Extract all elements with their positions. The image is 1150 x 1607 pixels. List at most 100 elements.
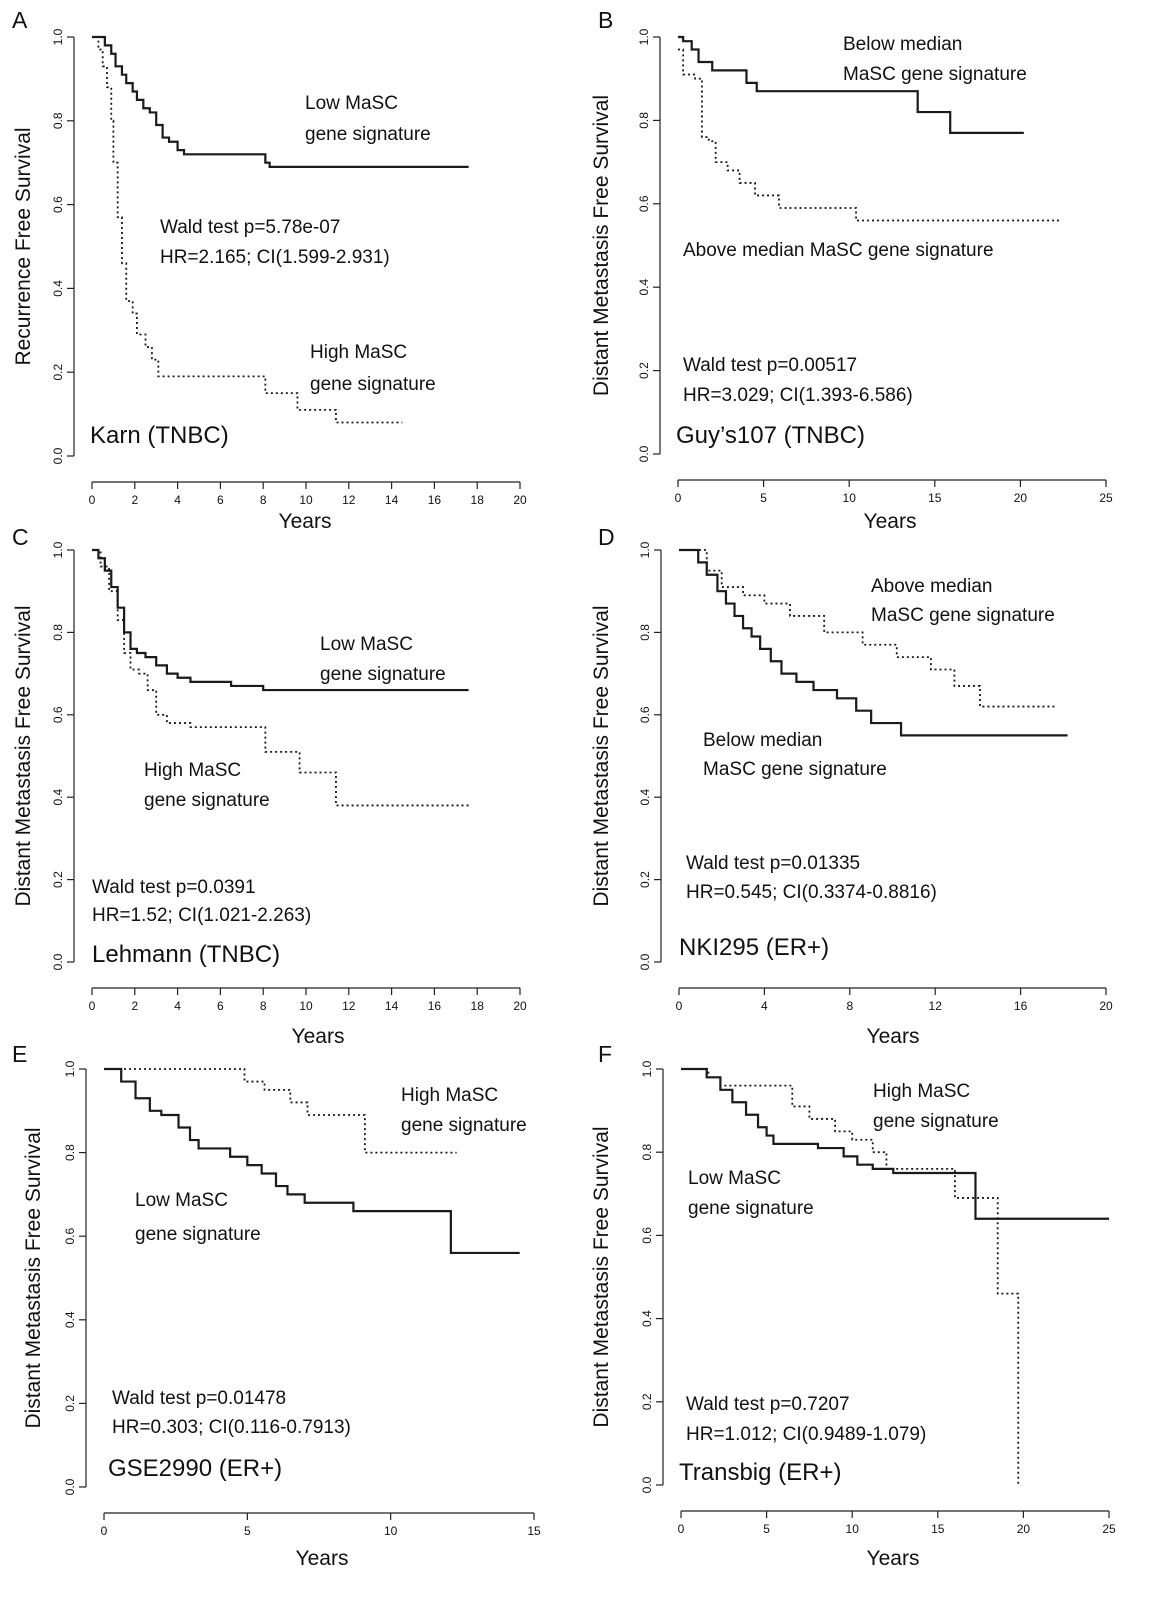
stat-annotation: Wald test p=0.01478 — [112, 1388, 286, 1409]
series-line — [92, 548, 469, 692]
y-tick-label: 0.6 — [637, 195, 651, 212]
y-tick-label: 0.6 — [640, 1227, 654, 1244]
y-tick-label: 0.0 — [640, 1476, 654, 1493]
panel-letter: F — [598, 1041, 612, 1067]
x-tick-label: 0 — [678, 1522, 685, 1536]
x-tick-label: 0 — [101, 1524, 108, 1538]
dataset-label: Guy’s107 (TNBC) — [676, 422, 865, 449]
chart-panel-b: B 0.0 0.2 0.4 0.6 0.8 1.0 0 5 10 15 20 25 Years Distan… — [590, 7, 1113, 533]
dataset-label: Karn (TNBC) — [90, 422, 229, 449]
series-annotation: gene signature — [305, 124, 431, 145]
x-axis-label: Years — [279, 510, 332, 533]
y-tick-label: 0.2 — [640, 1393, 654, 1410]
x-tick-label: 20 — [1099, 999, 1113, 1013]
x-tick-label: 12 — [342, 493, 356, 507]
x-axis-label: Years — [292, 1025, 345, 1048]
x-tick-label: 2 — [131, 999, 138, 1013]
x-tick-label: 25 — [1099, 491, 1113, 505]
y-tick-label: 0.6 — [638, 706, 652, 723]
y-tick-label: 0.0 — [637, 445, 651, 462]
x-tick-label: 14 — [385, 493, 399, 507]
y-axis-label: Recurrence Free Survival — [12, 127, 35, 365]
chart-panel-c: C 0.0 0.2 0.4 0.6 0.8 1.0 0 2 4 6 8 10 12 14 16 18 20 Year… — [12, 524, 527, 1048]
y-axis-label: Distant Metastasis Free Survival — [590, 605, 613, 906]
y-tick-label: 0.2 — [51, 364, 65, 381]
y-tick-label: 1.0 — [638, 541, 652, 558]
x-tick-label: 5 — [763, 1522, 770, 1536]
x-tick-label: 10 — [384, 1524, 398, 1538]
x-tick-label: 10 — [846, 1522, 860, 1536]
panel-letter: D — [598, 524, 615, 550]
x-tick-label: 16 — [428, 493, 442, 507]
x-tick-label: 5 — [760, 491, 767, 505]
x-tick-label: 6 — [217, 493, 224, 507]
series-annotation: MaSC gene signature — [871, 605, 1055, 626]
series-line — [104, 1068, 457, 1154]
stat-annotation: HR=2.165; CI(1.599-2.931) — [160, 247, 390, 268]
x-tick-label: 8 — [260, 493, 267, 507]
x-tick-label: 10 — [299, 999, 313, 1013]
series-line — [92, 35, 469, 168]
stat-annotation: Wald test p=0.0391 — [92, 877, 256, 898]
series-annotation: gene signature — [135, 1224, 261, 1245]
y-tick-label: 0.4 — [51, 280, 65, 297]
x-tick-label: 16 — [428, 999, 442, 1013]
chart-panel-d: D 0.0 0.2 0.4 0.6 0.8 1.0 0 4 8 12 16 20 Years Distant… — [590, 524, 1113, 1048]
y-tick-label: 0.6 — [51, 196, 65, 213]
stat-annotation: Wald test p=0.00517 — [683, 355, 857, 376]
x-tick-label: 15 — [928, 491, 942, 505]
chart-panel-f: F 0.0 0.2 0.4 0.6 0.8 1.0 0 5 10 15 20 25 Years Distan… — [590, 1041, 1116, 1570]
x-tick-label: 16 — [1014, 999, 1028, 1013]
series-annotation: High MaSC — [401, 1085, 498, 1106]
series-line — [679, 549, 1057, 708]
series-annotation: gene signature — [401, 1115, 527, 1136]
y-tick-label: 0.8 — [638, 624, 652, 641]
x-tick-label: 5 — [244, 1524, 251, 1538]
y-tick-label: 0.4 — [63, 1311, 77, 1328]
y-tick-label: 0.4 — [640, 1310, 654, 1327]
series-annotation: High MaSC — [144, 760, 241, 781]
series-annotation: Above median MaSC gene signature — [683, 240, 994, 261]
panel-letter: E — [12, 1041, 27, 1067]
series-annotation: Low MaSC — [135, 1190, 228, 1211]
x-tick-label: 15 — [931, 1522, 945, 1536]
x-tick-label: 20 — [1017, 1522, 1031, 1536]
series-line — [681, 1067, 1109, 1220]
y-tick-label: 0.6 — [51, 706, 65, 723]
y-axis-label: Distant Metastasis Free Survival — [590, 1126, 613, 1427]
series-annotation: gene signature — [144, 790, 270, 811]
y-axis-label: Distant Metastasis Free Survival — [22, 1127, 45, 1428]
series-annotation: gene signature — [873, 1111, 999, 1132]
y-tick-label: 0.8 — [51, 624, 65, 641]
y-tick-label: 0.8 — [637, 112, 651, 129]
y-tick-label: 0.8 — [640, 1144, 654, 1161]
series-line — [104, 1067, 520, 1255]
panel-letter: B — [598, 7, 613, 33]
x-tick-label: 6 — [217, 999, 224, 1013]
chart-panel-a: A 0.0 0.2 0.4 0.6 0.8 1.0 0 2 4 6 8 10 12 14 16 18 20 Year… — [12, 7, 527, 533]
series-annotation: Below median — [843, 34, 962, 55]
x-tick-label: 4 — [761, 999, 768, 1013]
x-tick-label: 20 — [513, 493, 527, 507]
y-tick-label: 0.4 — [51, 789, 65, 806]
x-tick-label: 0 — [675, 491, 682, 505]
stat-annotation: HR=0.303; CI(0.116-0.7913) — [112, 1417, 351, 1438]
y-tick-label: 0.2 — [51, 871, 65, 888]
dataset-label: Lehmann (TNBC) — [92, 941, 280, 968]
panel-letter: A — [12, 7, 28, 33]
series-line — [679, 548, 1068, 737]
stat-annotation: Wald test p=5.78e-07 — [160, 217, 340, 238]
stat-annotation: HR=0.545; CI(0.3374-0.8816) — [686, 882, 937, 903]
series-annotation: Below median — [703, 730, 822, 751]
series-annotation: gene signature — [688, 1198, 814, 1219]
y-axis-label: Distant Metastasis Free Survival — [590, 95, 613, 396]
stat-annotation: Wald test p=0.7207 — [686, 1394, 850, 1415]
series-annotation: Above median — [871, 576, 992, 597]
x-axis-label: Years — [296, 1547, 349, 1570]
y-tick-label: 0.0 — [63, 1478, 77, 1495]
dataset-label: NKI295 (ER+) — [679, 934, 829, 961]
x-tick-label: 18 — [471, 493, 485, 507]
x-tick-label: 14 — [385, 999, 399, 1013]
series-annotation: gene signature — [320, 664, 446, 685]
